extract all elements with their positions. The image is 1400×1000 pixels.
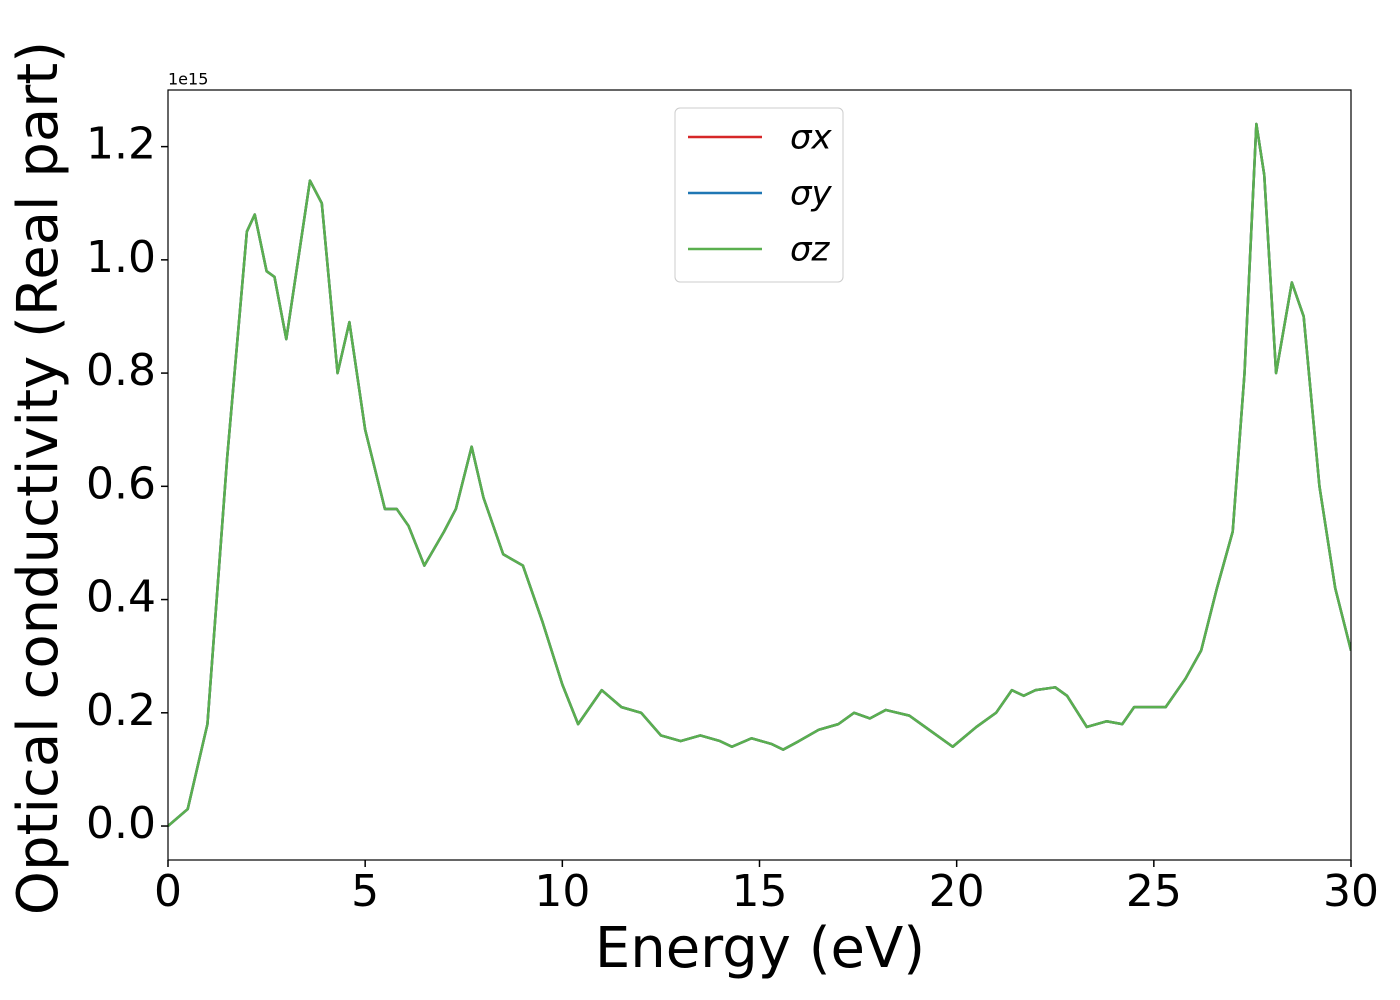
y-tick-label: 0.4: [86, 572, 156, 623]
y-axis-label: Optical conductivity (Real part): [6, 41, 71, 915]
y-offset-label: 1e15: [168, 70, 208, 89]
series-line: [168, 122, 1351, 827]
y-tick-label: 0.6: [86, 458, 156, 509]
legend-text: σz: [790, 230, 831, 270]
legend-box: [674, 107, 844, 283]
y-tick-label: 1.2: [86, 119, 156, 170]
legend-text: σy: [790, 174, 833, 214]
y-tick-label: 0.0: [86, 798, 156, 849]
x-tick-label: 25: [1126, 866, 1182, 917]
x-tick-label: 10: [534, 866, 590, 917]
plot-area: [168, 122, 1351, 827]
x-tick-label: 30: [1323, 866, 1379, 917]
legend: σx σy σz: [674, 107, 844, 283]
x-axis-label: Energy (eV): [595, 916, 925, 981]
x-tick-label: 20: [929, 866, 985, 917]
y-tick-label: 0.8: [86, 345, 156, 396]
x-tick-label: 5: [351, 866, 379, 917]
plot-frame: [167, 89, 1352, 861]
legend-text: σx: [790, 118, 833, 158]
y-tick-label: 1.0: [86, 232, 156, 283]
x-tick-label: 15: [732, 866, 788, 917]
y-tick-label: 0.2: [86, 685, 156, 736]
x-tick-label: 0: [154, 866, 182, 917]
